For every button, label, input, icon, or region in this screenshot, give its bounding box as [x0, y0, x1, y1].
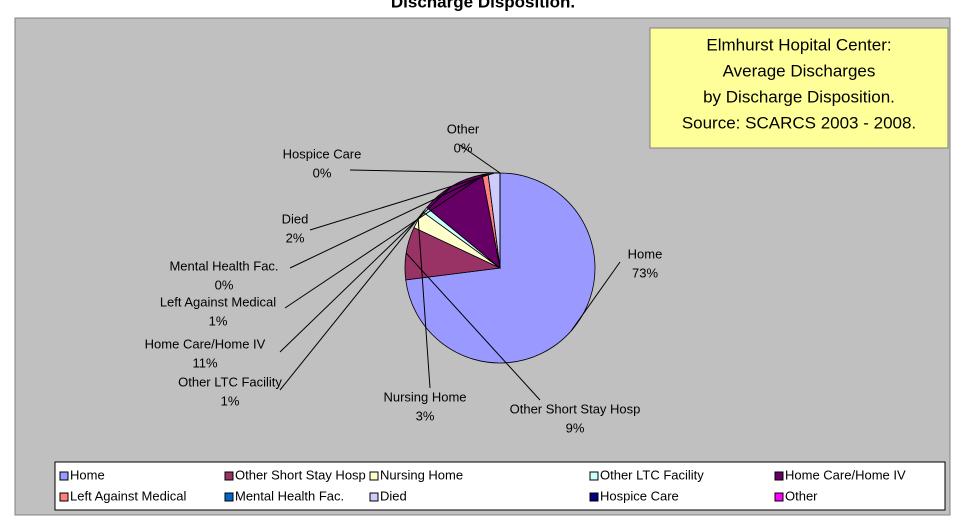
- leader-line: [309, 172, 495, 231]
- annotation-line: by Discharge Disposition.: [703, 87, 895, 106]
- legend-swatch: [589, 471, 599, 481]
- slice-label: Other LTC Facility: [178, 374, 282, 389]
- leader-line: [349, 169, 501, 174]
- slice-value-label: 1%: [221, 393, 240, 408]
- legend-label: Home: [70, 467, 105, 482]
- annotation-line: Source: SCARCS 2003 - 2008.: [682, 113, 916, 132]
- slice-value-label: 0%: [215, 277, 234, 292]
- chart-title: Discharge Disposition.: [391, 0, 575, 11]
- legend: [54, 461, 946, 511]
- leader-line: [405, 252, 541, 401]
- legend-swatch: [589, 492, 599, 502]
- leader-line: [284, 173, 486, 309]
- leader-line: [417, 219, 431, 389]
- legend-label: Other LTC Facility: [600, 467, 704, 482]
- slice-label: Left Against Medical: [160, 294, 276, 309]
- legend-swatch: [224, 492, 234, 502]
- slice-label: Died: [282, 211, 309, 226]
- annotation-box: [649, 27, 949, 149]
- annotation-line: Elmhurst Hopital Center:: [706, 35, 891, 54]
- legend-label: Left Against Medical: [70, 488, 186, 503]
- slice-label: Mental Health Fac.: [169, 258, 278, 273]
- slice-value-label: 0%: [454, 140, 473, 155]
- slice-label: Hospice Care: [283, 146, 362, 161]
- slice-value-label: 2%: [286, 230, 305, 245]
- legend-label: Mental Health Fac.: [235, 488, 344, 503]
- legend-label: Nursing Home: [380, 467, 463, 482]
- leader-line: [289, 173, 489, 269]
- leader-line: [459, 144, 501, 174]
- legend-label: Hospice Care: [600, 488, 679, 503]
- legend-swatch: [59, 471, 69, 481]
- slice-label: Home Care/Home IV: [145, 336, 266, 351]
- annotation-line: Average Discharges: [723, 61, 876, 80]
- legend-label: Died: [380, 488, 407, 503]
- slice-label: Nursing Home: [383, 389, 466, 404]
- slice-value-label: 11%: [192, 355, 217, 370]
- leader-line: [570, 261, 621, 332]
- legend-swatch: [369, 492, 379, 502]
- slice-label: Other: [447, 121, 480, 136]
- slice-label: Home: [628, 246, 663, 261]
- legend-swatch: [369, 471, 379, 481]
- legend-swatch: [774, 471, 784, 481]
- legend-label: Other Short Stay Hosp: [235, 467, 366, 482]
- slice-value-label: 1%: [209, 313, 228, 328]
- leader-line: [279, 185, 452, 353]
- legend-label: Other: [785, 488, 818, 503]
- slice-label: Other Short Stay Hosp: [510, 401, 641, 416]
- slice-value-label: 73%: [632, 265, 658, 280]
- legend-label: Home Care/Home IV: [785, 467, 906, 482]
- legend-swatch: [774, 492, 784, 502]
- slice-value-label: 9%: [566, 420, 585, 435]
- slice-value-label: 0%: [313, 165, 332, 180]
- slice-value-label: 3%: [416, 408, 435, 423]
- legend-swatch: [59, 492, 69, 502]
- legend-swatch: [224, 471, 234, 481]
- leader-line: [279, 209, 426, 391]
